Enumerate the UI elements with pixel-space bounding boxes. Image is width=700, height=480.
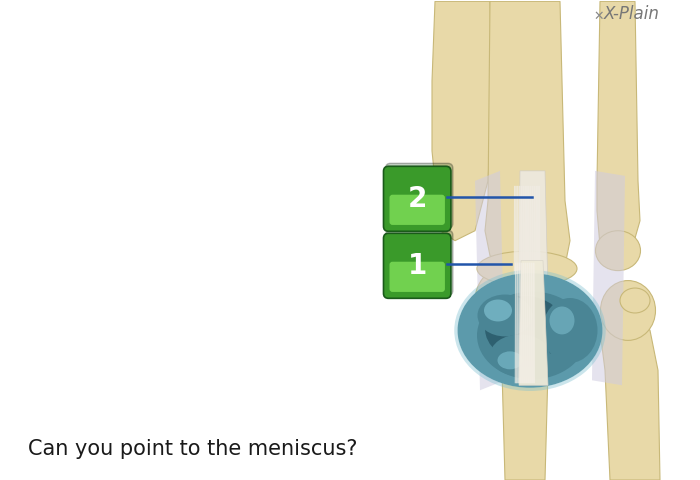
Polygon shape (475, 171, 505, 390)
Ellipse shape (458, 273, 603, 388)
Polygon shape (525, 263, 527, 383)
Polygon shape (432, 1, 492, 240)
Polygon shape (518, 171, 550, 375)
Polygon shape (523, 263, 525, 383)
Polygon shape (498, 296, 555, 480)
Ellipse shape (488, 291, 528, 326)
FancyBboxPatch shape (386, 163, 453, 228)
FancyBboxPatch shape (389, 262, 445, 292)
Ellipse shape (484, 300, 512, 322)
Polygon shape (519, 261, 548, 385)
Text: 2: 2 (407, 185, 427, 213)
FancyBboxPatch shape (384, 233, 451, 298)
Polygon shape (514, 263, 517, 383)
Polygon shape (526, 263, 529, 383)
Text: X-Plain: X-Plain (603, 5, 659, 23)
Polygon shape (531, 263, 533, 383)
Text: 1: 1 (407, 252, 427, 280)
Polygon shape (485, 1, 570, 276)
Polygon shape (526, 186, 530, 360)
Ellipse shape (490, 335, 550, 376)
Polygon shape (592, 171, 625, 385)
Polygon shape (531, 186, 534, 360)
Polygon shape (522, 186, 525, 360)
FancyBboxPatch shape (386, 230, 453, 295)
Ellipse shape (620, 288, 650, 313)
Polygon shape (536, 186, 538, 360)
Polygon shape (538, 186, 540, 360)
Polygon shape (521, 263, 523, 383)
Polygon shape (529, 186, 532, 360)
Polygon shape (519, 263, 521, 383)
Bar (430, 1, 700, 480)
Ellipse shape (477, 291, 587, 379)
Ellipse shape (596, 231, 640, 271)
Polygon shape (533, 186, 536, 360)
FancyBboxPatch shape (389, 195, 445, 225)
Ellipse shape (477, 251, 577, 286)
Ellipse shape (477, 295, 533, 336)
Polygon shape (520, 186, 523, 360)
Polygon shape (533, 263, 535, 383)
Polygon shape (518, 186, 521, 360)
Ellipse shape (601, 281, 655, 340)
Polygon shape (514, 186, 517, 360)
Ellipse shape (550, 307, 575, 335)
Polygon shape (517, 263, 519, 383)
Ellipse shape (485, 296, 565, 361)
Polygon shape (516, 186, 519, 360)
Polygon shape (597, 1, 640, 259)
Text: ✕: ✕ (594, 10, 603, 23)
Polygon shape (600, 296, 660, 480)
Ellipse shape (475, 263, 555, 338)
Ellipse shape (542, 298, 598, 363)
Polygon shape (528, 263, 531, 383)
Text: Can you point to the meniscus?: Can you point to the meniscus? (28, 439, 358, 459)
Ellipse shape (498, 351, 522, 369)
FancyBboxPatch shape (384, 166, 451, 231)
Polygon shape (524, 186, 528, 360)
